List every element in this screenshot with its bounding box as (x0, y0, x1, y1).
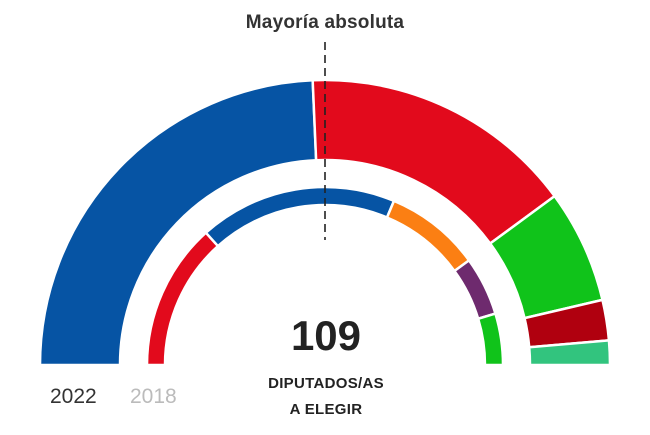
seat-segment-2018-5 (476, 312, 505, 367)
total-seats-value: 109 (290, 312, 362, 359)
seat-segment-2018-2 (204, 185, 396, 248)
seat-segment-2022-5 (527, 339, 612, 367)
seat-segment-2022-2 (311, 78, 556, 245)
tab-2018[interactable]: 2018 (130, 385, 177, 408)
seats-caption-line1: DIPUTADOS/AS (268, 375, 384, 392)
seat-segment-2018-3 (385, 199, 471, 273)
majority-label: Mayoría absoluta (245, 12, 405, 33)
seat-segment-2018-4 (453, 259, 497, 320)
outer-ring-2022 (38, 78, 612, 367)
seat-segment-2018-1 (145, 231, 220, 367)
tab-2022[interactable]: 2022 (50, 385, 97, 408)
inner-ring-2018 (145, 185, 505, 367)
seats-caption-line2: A ELEGIR (289, 401, 363, 418)
